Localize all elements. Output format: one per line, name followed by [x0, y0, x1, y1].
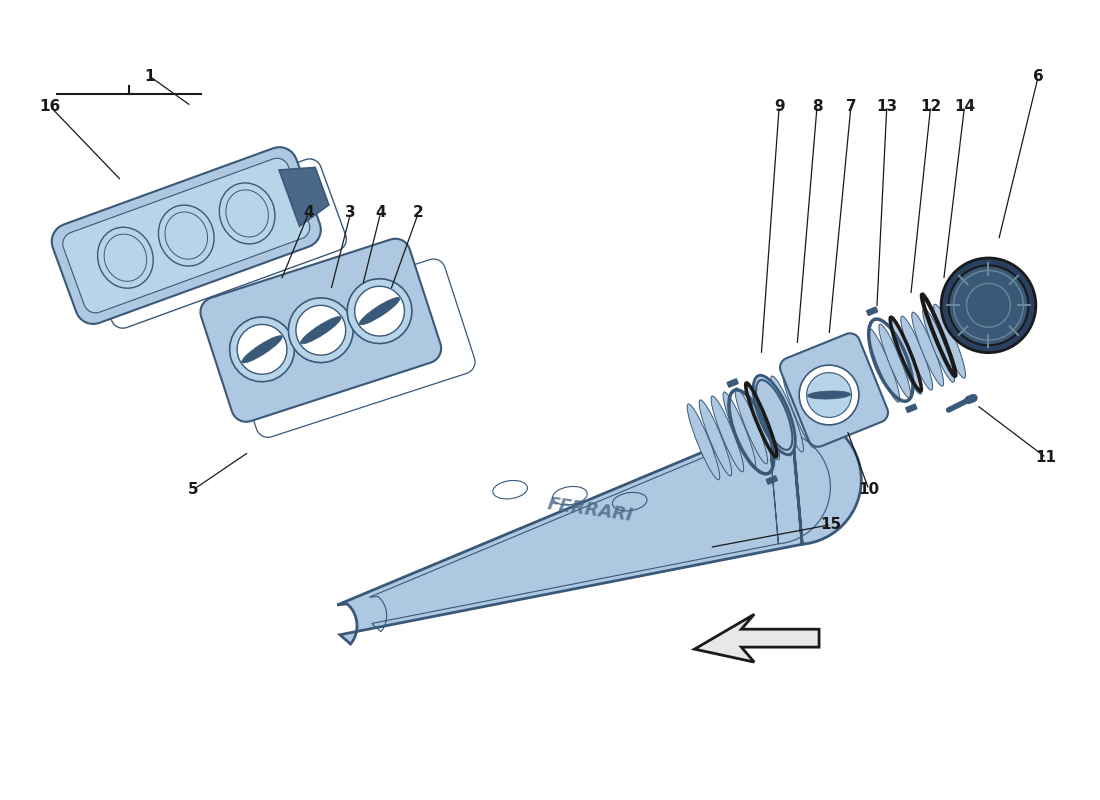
Ellipse shape [783, 372, 815, 448]
Ellipse shape [934, 304, 966, 378]
Text: 13: 13 [877, 98, 898, 114]
Text: 2: 2 [414, 205, 424, 220]
Ellipse shape [806, 373, 851, 418]
Ellipse shape [354, 286, 405, 336]
Ellipse shape [890, 320, 922, 394]
Text: 16: 16 [40, 98, 60, 114]
Ellipse shape [300, 317, 341, 344]
Ellipse shape [688, 404, 719, 480]
Ellipse shape [735, 388, 768, 464]
Polygon shape [200, 238, 441, 422]
Ellipse shape [348, 278, 411, 343]
Ellipse shape [923, 308, 955, 382]
Polygon shape [338, 415, 861, 644]
Ellipse shape [219, 183, 275, 244]
Text: 8: 8 [812, 98, 823, 114]
Ellipse shape [799, 365, 859, 425]
Ellipse shape [807, 391, 850, 399]
Ellipse shape [759, 380, 792, 456]
Text: 4: 4 [304, 205, 315, 220]
Text: 9: 9 [774, 98, 784, 114]
Polygon shape [694, 614, 820, 662]
Text: 14: 14 [954, 98, 975, 114]
Polygon shape [63, 158, 310, 313]
Polygon shape [52, 147, 321, 324]
Ellipse shape [901, 316, 933, 390]
Ellipse shape [711, 396, 744, 472]
Text: 15: 15 [821, 517, 842, 532]
Text: 5: 5 [188, 482, 199, 497]
Ellipse shape [700, 400, 732, 476]
Ellipse shape [230, 317, 295, 382]
Text: 4: 4 [375, 205, 386, 220]
Text: 12: 12 [920, 98, 942, 114]
Text: 3: 3 [345, 205, 356, 220]
Polygon shape [727, 379, 738, 387]
Text: 1: 1 [144, 69, 155, 84]
Polygon shape [279, 167, 329, 226]
Ellipse shape [771, 376, 803, 452]
Ellipse shape [868, 328, 900, 402]
Text: FERRARI: FERRARI [546, 494, 634, 525]
Ellipse shape [879, 324, 911, 398]
Ellipse shape [296, 306, 345, 355]
Ellipse shape [288, 298, 353, 362]
Ellipse shape [238, 325, 287, 374]
Ellipse shape [948, 266, 1028, 345]
Polygon shape [767, 476, 778, 484]
Text: 11: 11 [1036, 450, 1057, 466]
Polygon shape [780, 334, 888, 446]
Ellipse shape [98, 227, 153, 288]
Ellipse shape [242, 336, 283, 363]
Ellipse shape [942, 258, 1036, 353]
Ellipse shape [158, 205, 214, 266]
Ellipse shape [723, 392, 756, 468]
Text: 6: 6 [1033, 69, 1044, 84]
Polygon shape [867, 307, 878, 315]
Ellipse shape [754, 375, 795, 454]
Polygon shape [905, 404, 917, 413]
Text: 10: 10 [858, 482, 880, 497]
Ellipse shape [747, 384, 780, 460]
Ellipse shape [912, 312, 944, 386]
Ellipse shape [360, 298, 399, 325]
Text: 7: 7 [846, 98, 856, 114]
